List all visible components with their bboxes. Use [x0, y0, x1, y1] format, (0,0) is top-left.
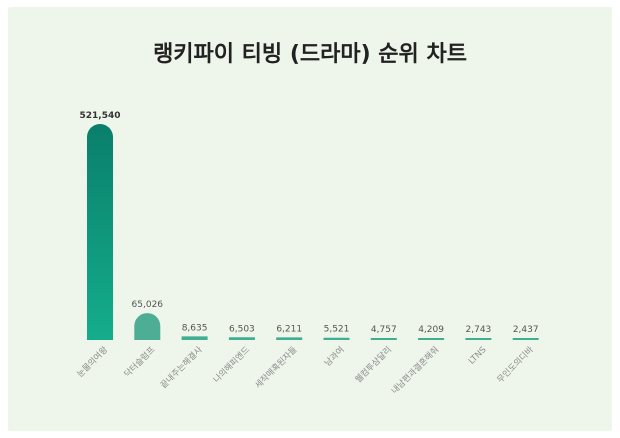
category-label-6: 남과여: [322, 344, 346, 368]
value-label-9: 2,743: [466, 325, 492, 335]
value-labels-group: 521,540 65,026 8,635 6,503 6,211 5,521 4,757 4,…: [80, 111, 539, 335]
bar-9: [465, 338, 492, 340]
value-label-7: 4,757: [371, 325, 397, 335]
category-label-4: 나의해피엔드: [211, 344, 252, 385]
category-label-10: 무인도의디바: [495, 344, 536, 385]
value-label-4: 6,503: [229, 324, 255, 334]
value-label-6: 5,521: [324, 325, 350, 335]
category-label-9: LTNS: [467, 345, 489, 367]
bar-2: [134, 313, 161, 340]
value-label-3: 8,635: [182, 323, 208, 333]
bar-3: [181, 336, 208, 340]
value-label-5: 6,211: [276, 324, 302, 334]
value-label-8: 4,209: [418, 325, 444, 335]
value-label-2: 65,026: [132, 300, 164, 310]
category-label-8: 내남편과결혼해줘: [389, 344, 441, 396]
category-label-3: 끝내주는해결사: [158, 344, 205, 391]
bar-8: [418, 338, 445, 340]
category-label-2: 닥터슬럼프: [122, 344, 158, 380]
bar-4: [228, 337, 255, 340]
bar-1: [87, 124, 113, 340]
value-label-1: 521,540: [80, 111, 121, 121]
category-label-7: 웰컴투삼달리: [353, 344, 394, 385]
bar-6: [323, 337, 350, 340]
bar-5: [276, 337, 303, 340]
category-label-1: 눈물의여왕: [75, 344, 111, 380]
category-labels-group: 눈물의여왕 닥터슬럼프 끝내주는해결사 나의해피엔드 세작매혹된자들 남과여 웰컴투삼달리내…: [75, 344, 536, 396]
category-label-5: 세작매혹된자들: [253, 344, 300, 391]
bar-10: [512, 338, 539, 340]
chart-title: 랭키파이 티빙 (드라마) 순위 차트: [153, 42, 467, 67]
bars-group: [87, 124, 539, 340]
bar-7: [370, 338, 397, 340]
value-label-10: 2,437: [513, 325, 539, 335]
